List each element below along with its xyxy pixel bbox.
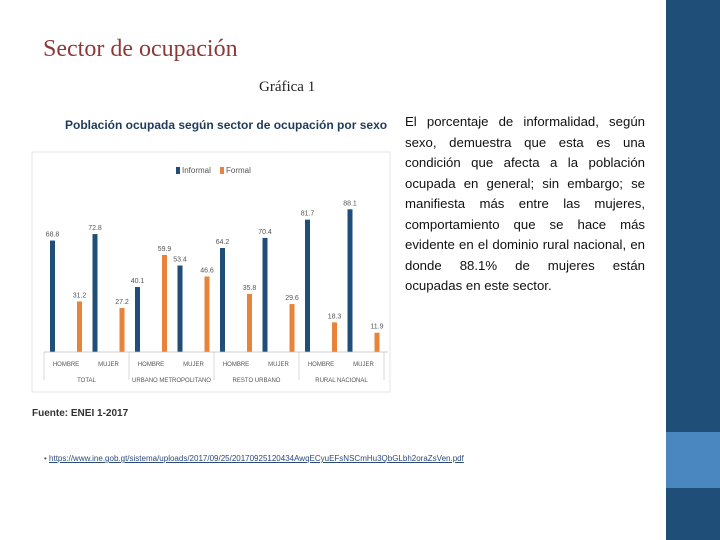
value-label-formal-0: 31.2 xyxy=(73,292,87,299)
category-label-5: MUJER xyxy=(268,362,289,368)
bar-informal-7 xyxy=(347,209,353,352)
value-label-informal-4: 64.2 xyxy=(216,239,230,246)
value-label-formal-2: 59.9 xyxy=(158,246,172,253)
bar-formal-4 xyxy=(247,294,252,352)
decorative-sidebar-top xyxy=(666,0,720,432)
group-label-1: URBANO METROPOLITANO xyxy=(132,378,211,384)
value-label-formal-5: 29.6 xyxy=(285,295,299,302)
bar-formal-6 xyxy=(332,322,337,352)
value-label-informal-7: 88.1 xyxy=(343,200,357,207)
graph-label: Gráfica 1 xyxy=(259,79,316,95)
value-label-informal-3: 53.4 xyxy=(173,256,187,263)
category-label-2: HOMBRE xyxy=(138,362,164,368)
bar-formal-5 xyxy=(289,304,295,352)
bar-formal-0 xyxy=(77,301,82,352)
bar-formal-7 xyxy=(374,332,380,352)
legend-label-informal: Informal xyxy=(182,166,211,175)
slide-title: Sector de ocupación xyxy=(43,36,238,62)
value-label-formal-4: 35.8 xyxy=(243,285,257,292)
category-label-6: HOMBRE xyxy=(308,362,334,368)
bar-formal-1 xyxy=(119,307,125,352)
value-label-formal-7: 11.9 xyxy=(370,324,383,331)
group-label-0: TOTAL xyxy=(77,378,96,384)
category-label-3: MUJER xyxy=(183,362,204,368)
bullet-icon: • xyxy=(44,454,50,463)
decorative-sidebar-accent xyxy=(666,432,720,488)
value-label-formal-3: 46.6 xyxy=(200,268,214,275)
description-text: El porcentaje de informalidad, según sex… xyxy=(405,114,645,293)
value-label-informal-1: 72.8 xyxy=(88,225,102,232)
legend-swatch-informal xyxy=(176,167,180,174)
group-label-3: RURAL NACIONAL xyxy=(315,378,368,384)
value-label-informal-0: 68.8 xyxy=(46,232,60,239)
value-label-formal-1: 27.2 xyxy=(115,299,129,306)
bar-informal-0 xyxy=(50,240,55,352)
footnote: • https://www.ine.gob.gt/sistema/uploads… xyxy=(44,454,464,463)
value-label-informal-6: 81.7 xyxy=(301,211,315,218)
value-label-informal-5: 70.4 xyxy=(258,229,272,236)
legend-label-formal: Formal xyxy=(226,166,251,175)
value-label-formal-6: 18.3 xyxy=(328,313,342,320)
bar-informal-5 xyxy=(262,237,268,352)
category-label-4: HOMBRE xyxy=(223,362,249,368)
bar-informal-6 xyxy=(305,219,310,352)
chart-source: Fuente: ENEI 1-2017 xyxy=(32,408,129,419)
category-label-1: MUJER xyxy=(98,362,119,368)
bar-formal-2 xyxy=(162,254,167,352)
group-label-2: RESTO URBANO xyxy=(233,378,281,384)
footnote-link[interactable]: https://www.ine.gob.gt/sistema/uploads/2… xyxy=(49,454,464,463)
bar-chart: Informal Formal 68.8 31.2 HOMBRE 72.8 27.2 MUJE… xyxy=(31,151,391,393)
category-label-0: HOMBRE xyxy=(53,362,79,368)
bar-informal-4 xyxy=(220,247,225,352)
legend-swatch-formal xyxy=(220,167,224,174)
decorative-sidebar-bottom xyxy=(666,488,720,540)
bar-formal-3 xyxy=(204,276,210,352)
bar-informal-1 xyxy=(92,234,98,352)
bar-informal-2 xyxy=(135,287,140,352)
category-label-7: MUJER xyxy=(353,362,374,368)
bar-informal-3 xyxy=(177,265,183,352)
chart-title: Población ocupada según sector de ocupac… xyxy=(65,118,388,132)
value-label-informal-2: 40.1 xyxy=(131,278,145,285)
chart-panel: Población ocupada según sector de ocupac… xyxy=(30,108,650,424)
